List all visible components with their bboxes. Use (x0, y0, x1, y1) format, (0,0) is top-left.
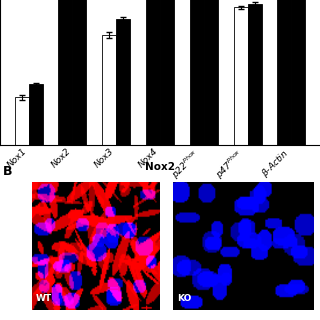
Bar (72, 0, 86, 146)
Bar (248, 4, 262, 146)
Text: WT: WT (36, 294, 52, 303)
Bar (146, 0, 160, 146)
Bar (28, 84, 43, 146)
Bar (204, 0, 218, 146)
Text: B: B (3, 165, 13, 179)
Bar (116, 19, 130, 146)
Text: KO: KO (177, 294, 191, 303)
Text: Nox2: Nox2 (145, 162, 175, 172)
Bar (14, 98, 28, 146)
Bar (58, 0, 72, 146)
Bar (190, 0, 204, 146)
Bar (102, 35, 116, 146)
Bar (160, 0, 174, 146)
Bar (234, 7, 248, 146)
Bar (292, 0, 306, 146)
Bar (277, 0, 292, 146)
